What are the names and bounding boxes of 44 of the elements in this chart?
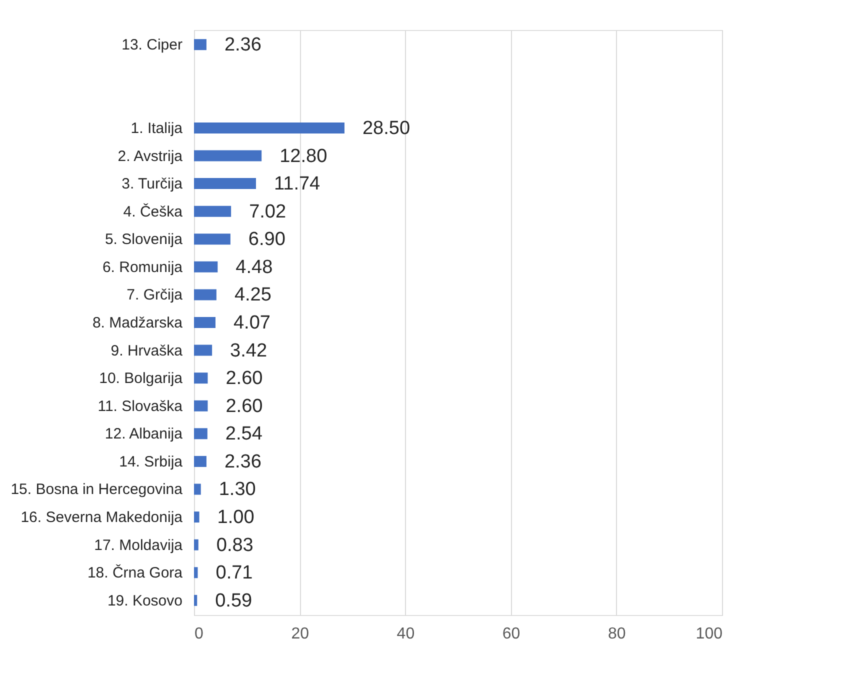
y-tick-label: 19. Kosovo (107, 592, 182, 610)
x-tick-label: 80 (608, 626, 626, 642)
data-label: 4.25 (234, 284, 272, 306)
data-label: 2.54 (225, 424, 263, 445)
x-tick-label: 100 (696, 626, 723, 642)
x-tick-label: 40 (396, 626, 415, 642)
y-tick-label: 4. Češka (123, 202, 184, 220)
data-label: 4.07 (233, 312, 270, 334)
data-label: 6.90 (248, 229, 286, 250)
y-tick-label: 14. Srbija (119, 453, 184, 470)
y-tick-label: 2. Avstrija (118, 148, 184, 165)
y-tick-label: 5. Slovenija (104, 231, 184, 248)
y-tick-label: 1. Italija (130, 120, 184, 137)
y-tick-label: 15. Bosna in Hercegovina (10, 481, 184, 498)
x-tick-label: 0 (194, 626, 204, 642)
y-tick-label: 8. Madžarska (92, 314, 184, 332)
y-tick-label: 16. Severna Makedonija (20, 509, 184, 526)
data-label: 3.42 (230, 340, 268, 362)
y-tick-label: 18. Črna Gora (87, 564, 184, 582)
y-tick-label: 3. Turčija (122, 176, 184, 193)
data-label: 0.71 (216, 562, 253, 584)
data-label: 0.59 (215, 590, 252, 612)
data-label: 28.50 (362, 118, 410, 139)
data-label: 7.02 (249, 201, 286, 222)
data-label: 0.83 (216, 534, 254, 556)
y-tick-label: 6. Romunija (102, 258, 184, 276)
y-tick-label: 11. Slovaška (98, 398, 184, 415)
data-label: 11.74 (274, 174, 321, 195)
data-label: 1.00 (217, 507, 254, 528)
data-label: 2.36 (224, 451, 262, 472)
data-label: 2.60 (226, 368, 263, 390)
y-tick-label: 13. Ciper (122, 36, 182, 54)
data-label: 2.60 (226, 396, 263, 417)
data-label: 1.30 (218, 479, 256, 500)
y-tick-label: 9. Hrvaška (110, 342, 184, 360)
x-tick-label: 20 (291, 626, 310, 642)
data-label: 12.80 (280, 146, 328, 167)
y-tick-label: 17. Moldavija (94, 536, 184, 554)
y-tick-label: 12. Albanija (104, 426, 184, 443)
y-tick-label: 7. Grčija (126, 286, 184, 304)
x-tick-label: 60 (502, 626, 520, 642)
data-label: 4.48 (236, 256, 273, 278)
y-tick-label: 10. Bolgarija (99, 370, 184, 388)
data-label: 2.36 (224, 34, 262, 56)
